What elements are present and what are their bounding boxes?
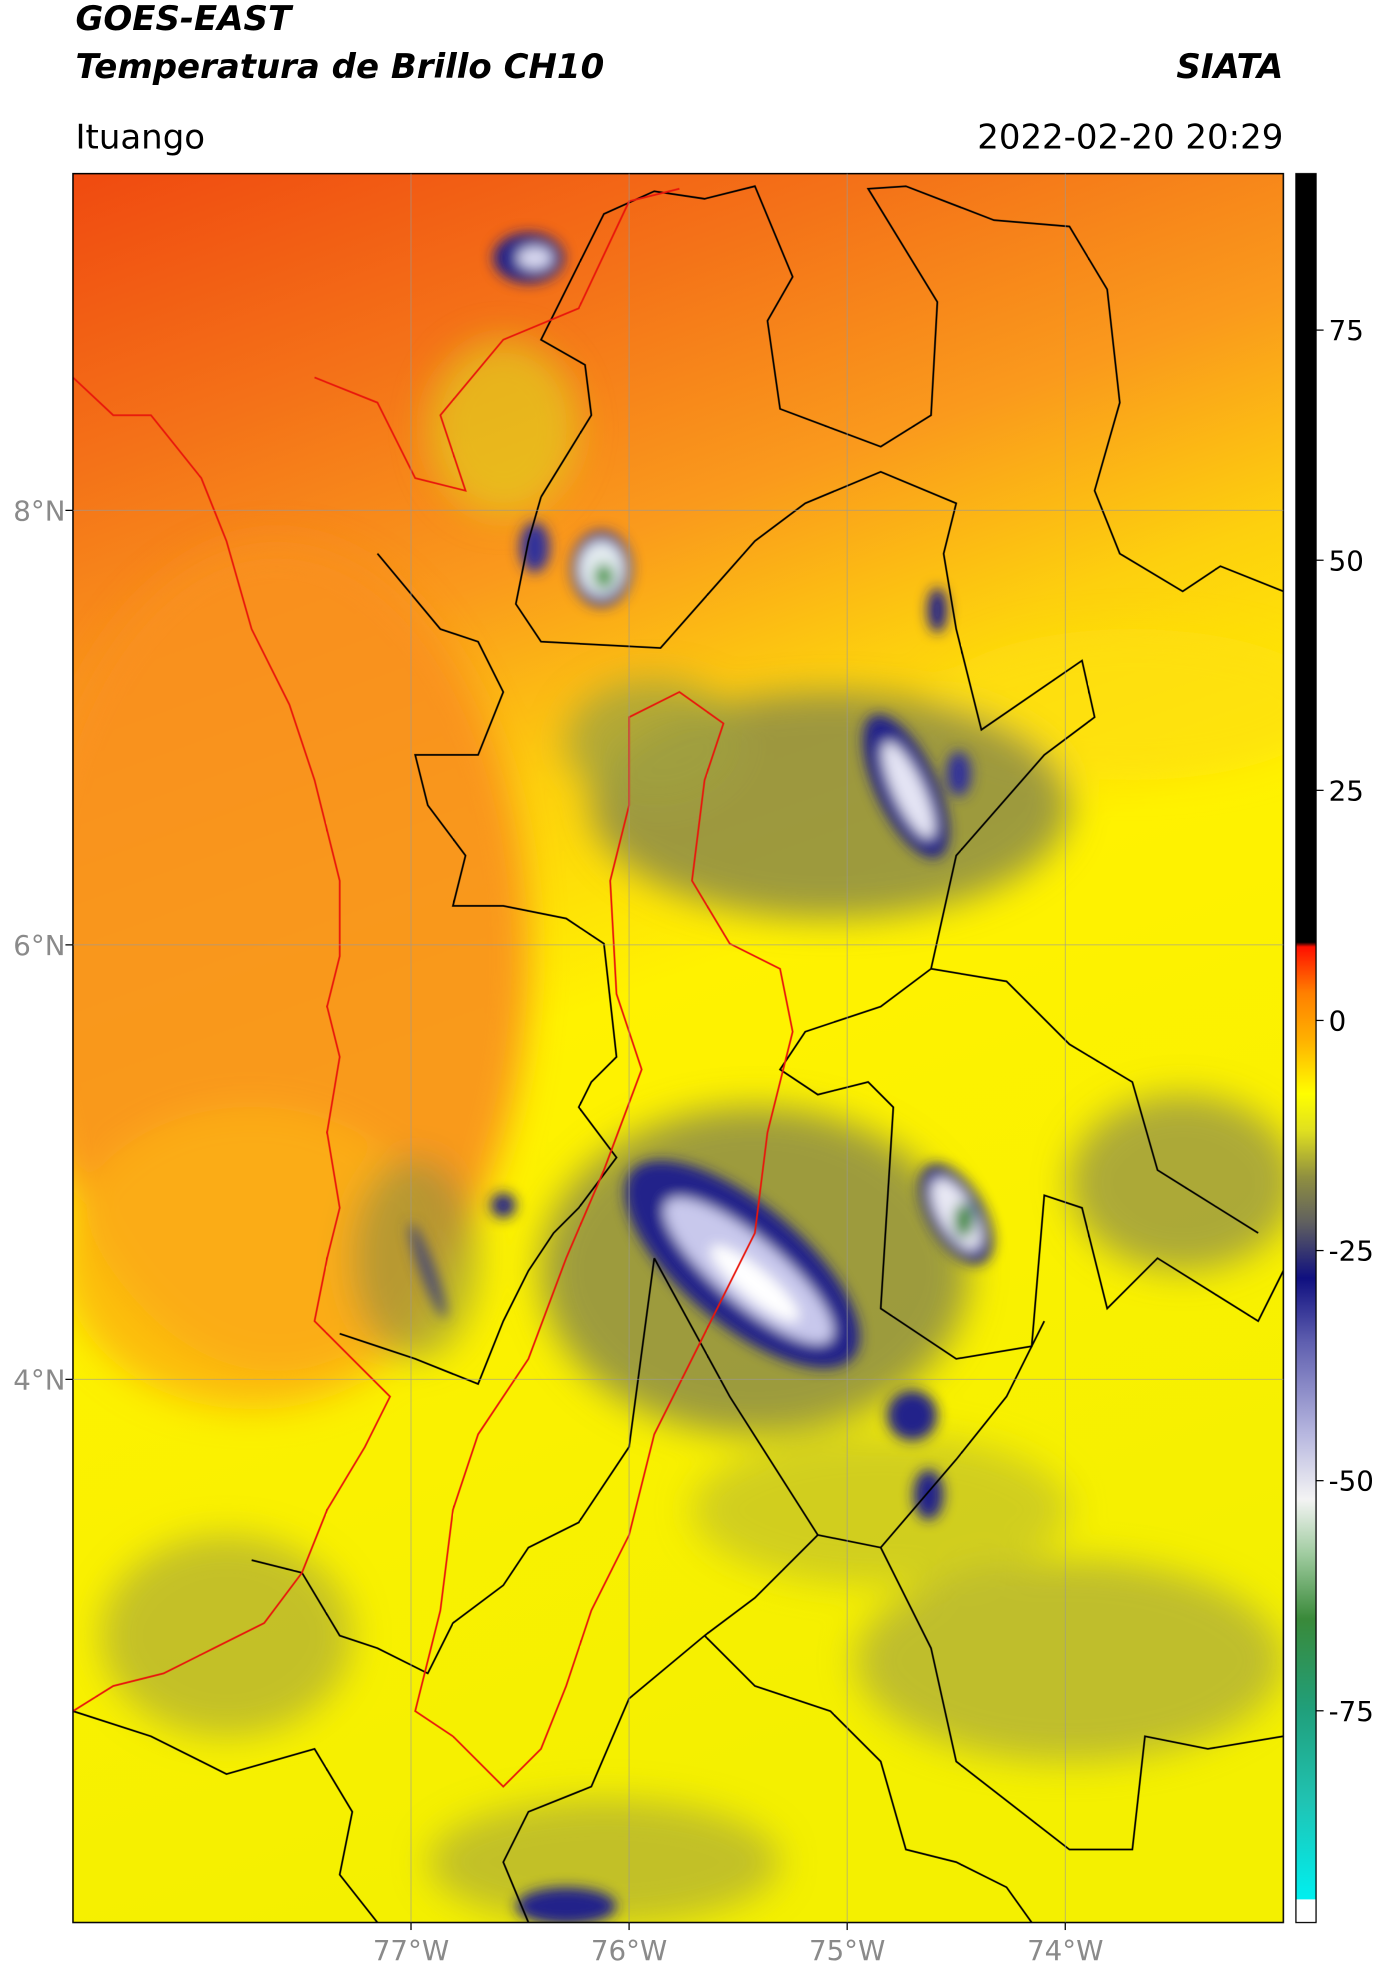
- colorbar-tick-label: -75: [1329, 1695, 1374, 1728]
- borders: [72, 185, 1284, 1923]
- x-tick-label: 74°W: [1027, 1934, 1103, 1967]
- location: Ituango: [75, 117, 205, 157]
- cold-cores: [409, 232, 993, 1923]
- colorbar-tick-label: 75: [1329, 314, 1364, 347]
- datetime: 2022-02-20 20:29: [977, 117, 1283, 157]
- y-tick-label: 4°N: [13, 1363, 65, 1396]
- colorbar-tick-label: 0: [1329, 1005, 1347, 1038]
- map-frame: [72, 172, 1285, 1924]
- x-tick-label: 76°W: [591, 1934, 667, 1967]
- colorbar-tick-label: 50: [1329, 544, 1364, 577]
- x-tick-label: 75°W: [809, 1934, 885, 1967]
- source: SIATA: [1176, 47, 1283, 87]
- colorbar-tick-label: -25: [1329, 1235, 1374, 1268]
- map-image: [72, 173, 1284, 1923]
- colorbar: [1295, 172, 1317, 1924]
- y-tick-label: 8°N: [13, 494, 65, 527]
- cloud-field: [72, 339, 1284, 1923]
- colorbar-tick-label: -50: [1329, 1465, 1374, 1498]
- subtitle: Temperatura de Brillo CH10: [75, 47, 604, 87]
- title: GOES-EAST: [75, 0, 293, 39]
- y-tick-label: 6°N: [13, 929, 65, 962]
- x-tick-label: 77°W: [373, 1934, 449, 1967]
- colorbar-tick-label: 25: [1329, 774, 1364, 807]
